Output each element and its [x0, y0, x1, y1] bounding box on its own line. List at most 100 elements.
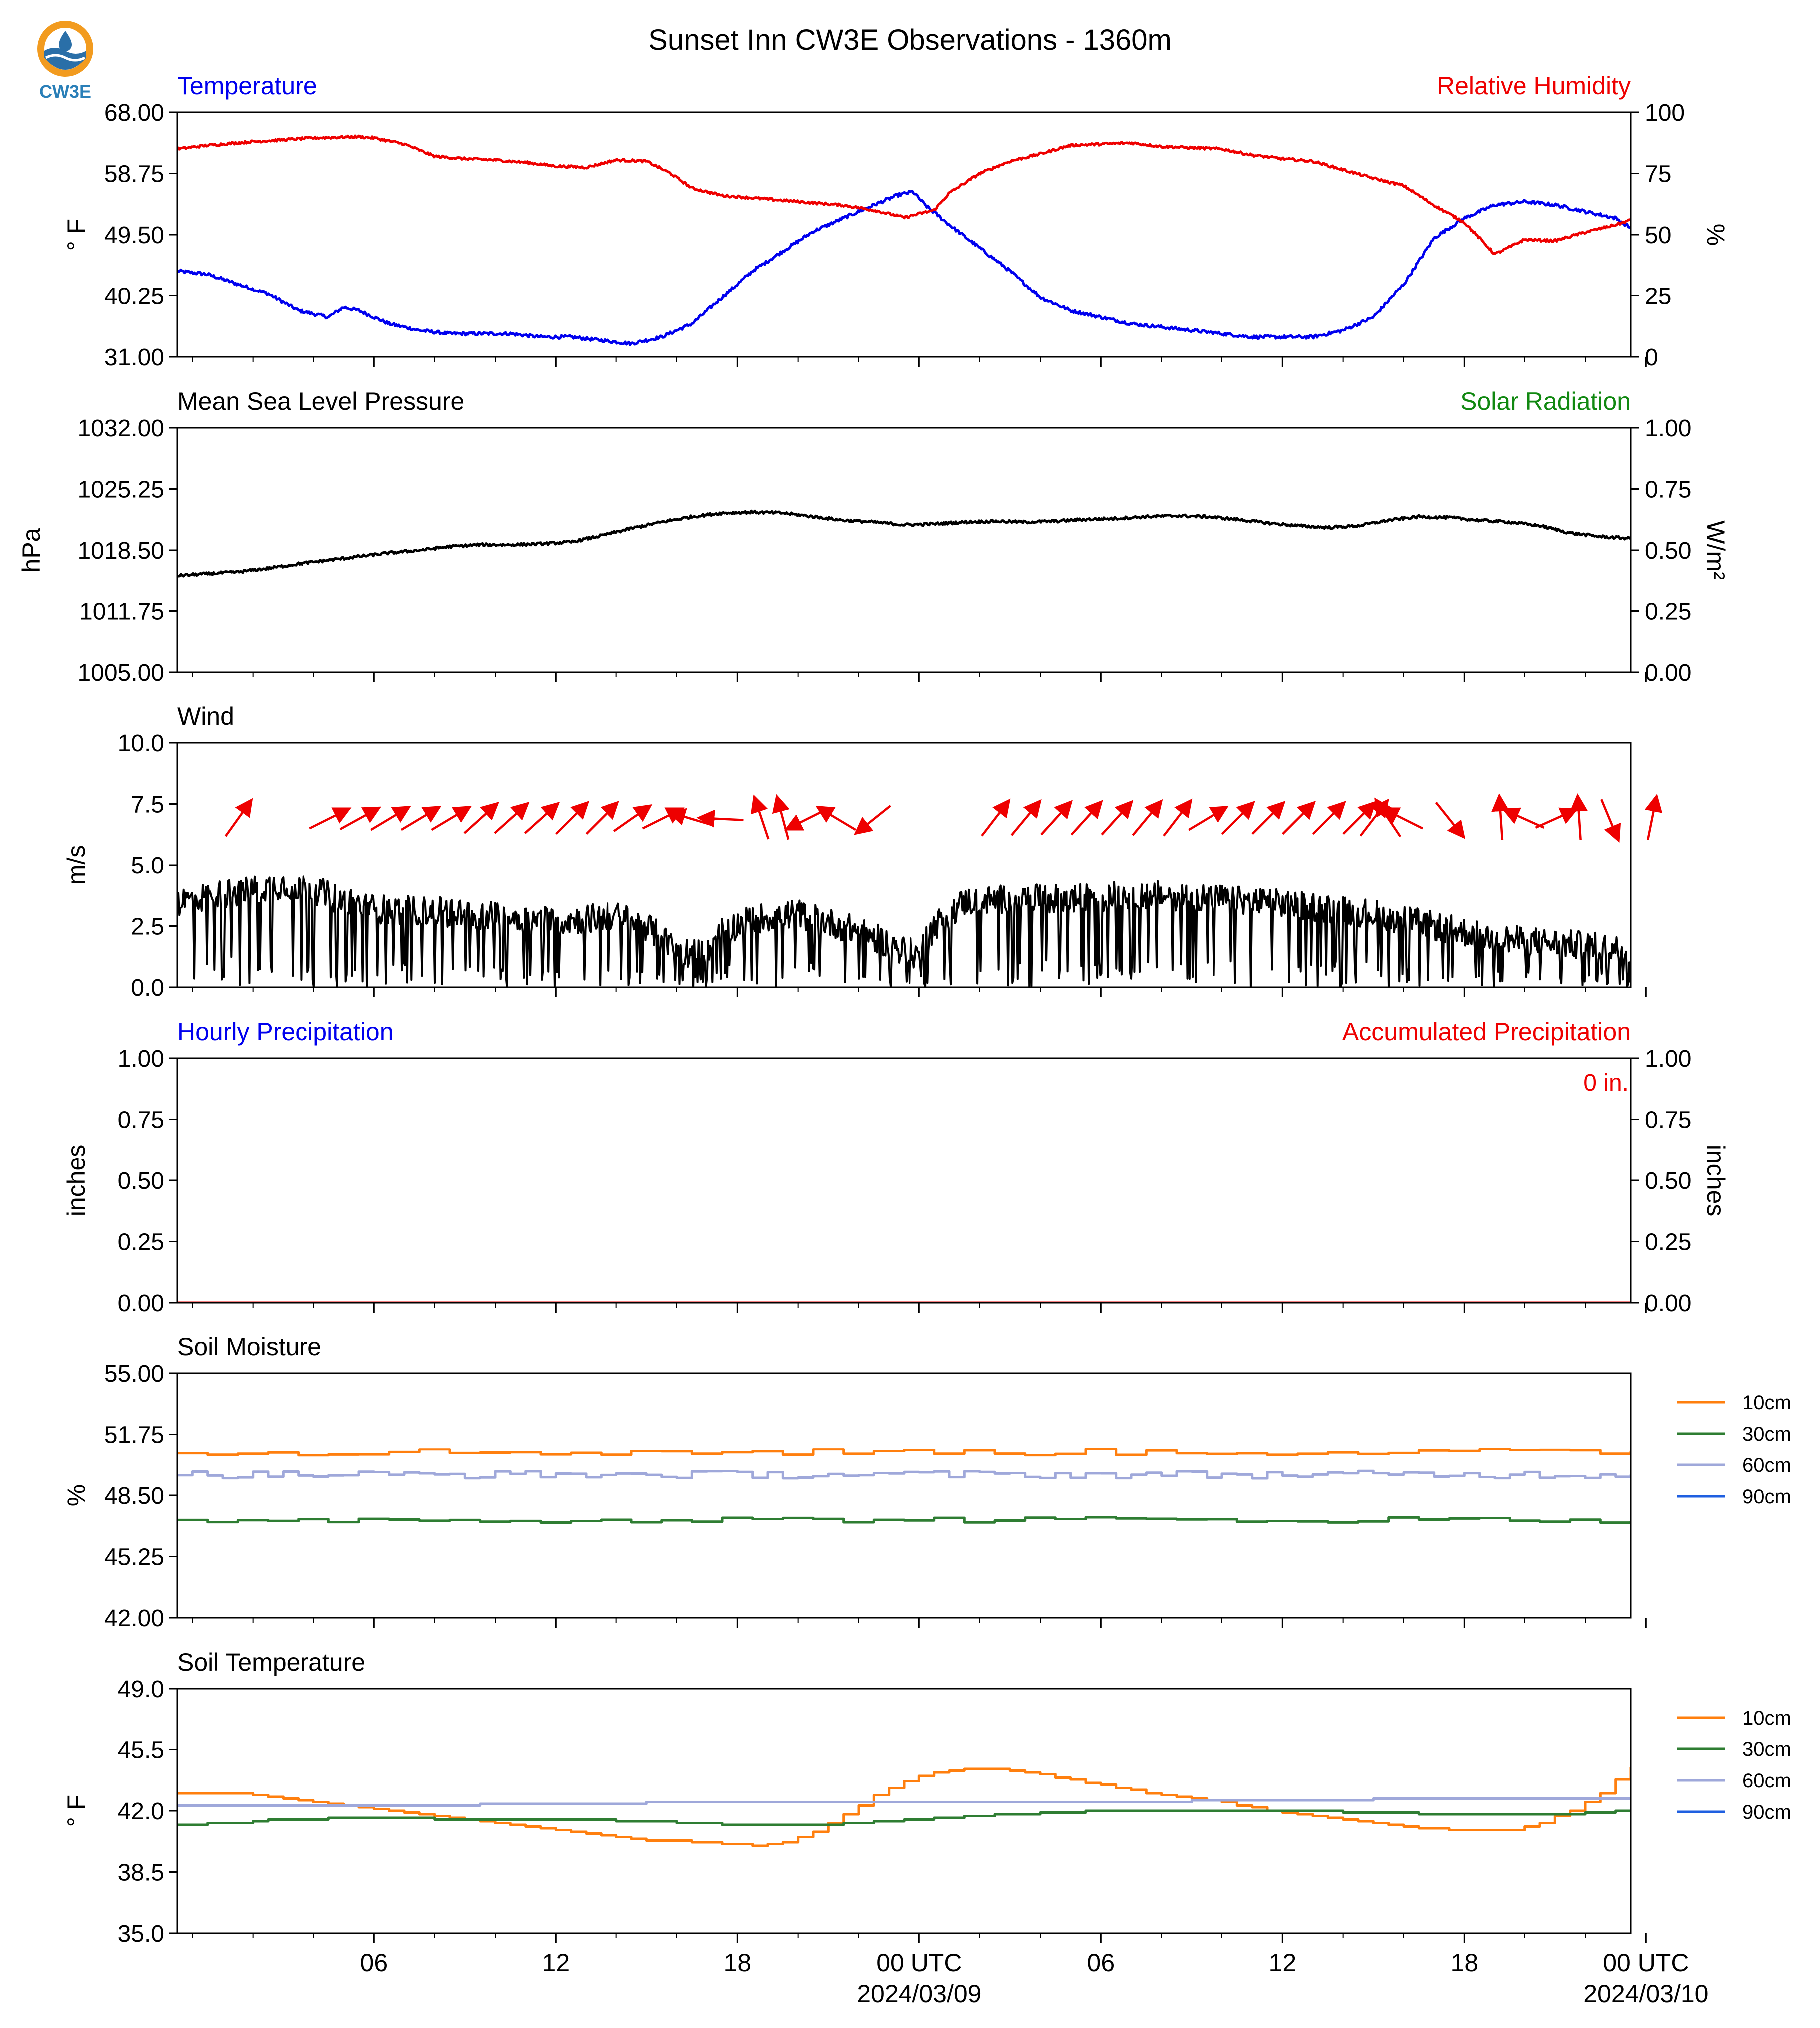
- y-tick-label: 31.00: [104, 344, 164, 371]
- series-line-mean-sea-level-pressure: [177, 509, 1631, 578]
- y-right-tick-label: 50: [1645, 222, 1671, 249]
- y-right-tick-label: 1.00: [1645, 1046, 1691, 1072]
- wind-arrow: [463, 802, 499, 834]
- y-tick-label: 40.25: [104, 284, 164, 310]
- y-tick-label: 35.0: [118, 1921, 164, 1947]
- wind-arrow: [1380, 807, 1424, 830]
- wind-arrow: [696, 809, 744, 828]
- panel-title-left: Temperature: [177, 72, 317, 100]
- panel-title-left: Wind: [177, 702, 234, 730]
- series-group: [177, 1767, 1631, 1847]
- legend-label: 30cm: [1742, 1738, 1791, 1760]
- wind-arrow: [1132, 799, 1163, 836]
- x-tick-sublabel: 2024/03/09: [857, 1980, 981, 2008]
- panel-title-left: Hourly Precipitation: [177, 1018, 394, 1046]
- plot-frame: [176, 742, 1632, 988]
- y-tick-label: 1032.00: [77, 415, 164, 442]
- plot-frame: [176, 1688, 1632, 1934]
- panel-6: Soil Temperature 49.0 45.5 42.0 38.5 35.0 ° F 0…: [62, 1648, 1791, 2008]
- plot-frame: [176, 111, 1632, 358]
- series-line-10cm: [177, 1448, 1631, 1457]
- series-line-wind-speed: [177, 875, 1631, 987]
- y-tick-label: 51.75: [104, 1422, 164, 1449]
- y-tick-label: 58.75: [104, 161, 164, 188]
- y-tick-label: 42.0: [118, 1798, 164, 1825]
- plot-frame: [176, 1372, 1632, 1619]
- y-tick-label: 45.5: [118, 1738, 164, 1764]
- y-tick-label: 68.00: [104, 100, 164, 126]
- wind-arrow: [1600, 799, 1621, 843]
- y-right-tick-label: 0.50: [1645, 538, 1691, 564]
- y-tick-label: 1005.00: [77, 660, 164, 686]
- panel-3: Wind 10.0 7.5 5.0 2.5 0.0 m/s: [62, 702, 1663, 1001]
- wind-arrow: [1569, 793, 1588, 841]
- x-tick-label: 00 UTC: [1603, 1949, 1689, 1977]
- legend-label: 30cm: [1742, 1423, 1791, 1445]
- wind-arrow: [750, 794, 770, 840]
- y-tick-label: 0.0: [131, 975, 164, 1001]
- y-tick-label: 0.50: [118, 1168, 164, 1194]
- y-right-tick-label: 1.00: [1645, 415, 1691, 442]
- wind-arrow: [1163, 798, 1193, 837]
- wind-arrow: [370, 806, 411, 831]
- y-right-tick-label: 75: [1645, 161, 1671, 188]
- wind-arrow: [431, 806, 472, 831]
- series-group: [177, 509, 1631, 578]
- y-tick-label: 1011.75: [79, 599, 164, 625]
- y-tick-label: 55.00: [104, 1361, 164, 1387]
- wind-arrow: [1282, 801, 1316, 835]
- y-tick-label: 0.25: [118, 1229, 164, 1256]
- legend-label: 10cm: [1742, 1392, 1791, 1414]
- y-tick-label: 1025.25: [77, 477, 164, 503]
- y-tick-label: 38.5: [118, 1860, 164, 1886]
- plot-frame: [176, 1057, 1632, 1304]
- wind-arrow: [1374, 797, 1402, 838]
- y-right-tick-label: 0.00: [1645, 660, 1691, 686]
- legend-label: 60cm: [1742, 1454, 1791, 1476]
- plot-frame: [176, 427, 1632, 673]
- series-line-temperature: [177, 190, 1631, 346]
- y-tick-label: 45.25: [104, 1544, 164, 1571]
- y-axis-label: hPa: [17, 528, 45, 572]
- y-right-tick-label: 0: [1645, 344, 1658, 371]
- x-tick-label: 06: [360, 1949, 388, 1977]
- wind-arrow: [224, 798, 253, 837]
- wind-arrow: [1251, 801, 1286, 835]
- panel-2: Mean Sea Level Pressure Solar Radiation 10…: [17, 387, 1730, 686]
- y-right-tick-label: 0.50: [1645, 1168, 1691, 1194]
- y-right-tick-label: 0.75: [1645, 477, 1691, 503]
- series-group: [177, 1448, 1631, 1524]
- y-axis-label: m/s: [62, 845, 90, 885]
- wind-arrow: [400, 806, 442, 831]
- y-tick-label: 7.5: [131, 792, 164, 818]
- y-tick-label: 48.50: [104, 1483, 164, 1509]
- legend-label: 10cm: [1742, 1707, 1791, 1729]
- y-tick-label: 49.50: [104, 222, 164, 249]
- wind-arrow: [1221, 801, 1255, 835]
- series-group: [177, 134, 1631, 346]
- wind-arrow: [1070, 800, 1103, 836]
- y-right-tick-label: 100: [1645, 100, 1685, 126]
- y-tick-label: 2.5: [131, 914, 164, 940]
- chart-panels: Temperature Relative Humidity 68.00 58.75 49…: [17, 72, 1791, 2008]
- y-tick-label: 42.00: [104, 1605, 164, 1632]
- wind-arrow: [854, 805, 891, 835]
- panel-5: Soil Moisture 55.00 51.75 48.50 45.25 42.00% 1…: [62, 1333, 1791, 1632]
- wind-arrow: [309, 807, 352, 830]
- x-tick-label: 18: [724, 1949, 752, 1977]
- legend-label: 90cm: [1742, 1486, 1791, 1508]
- wind-arrow: [1501, 807, 1545, 829]
- wind-arrow: [1101, 800, 1134, 836]
- y-axis-label-right: %: [1702, 224, 1730, 246]
- series-line-30cm: [177, 1516, 1631, 1524]
- y-axis-label-right: W/m²: [1702, 520, 1730, 579]
- y-tick-label: 5.0: [131, 853, 164, 879]
- y-right-tick-label: 0.25: [1645, 1229, 1691, 1256]
- wind-arrow: [339, 806, 382, 830]
- series-line-60cm: [177, 1797, 1631, 1807]
- panel-4: Hourly Precipitation Accumulated Precipit…: [62, 1018, 1730, 1317]
- wind-arrow: [524, 802, 560, 834]
- y-axis-label: ° F: [62, 1795, 90, 1827]
- wind-arrow: [1342, 801, 1377, 835]
